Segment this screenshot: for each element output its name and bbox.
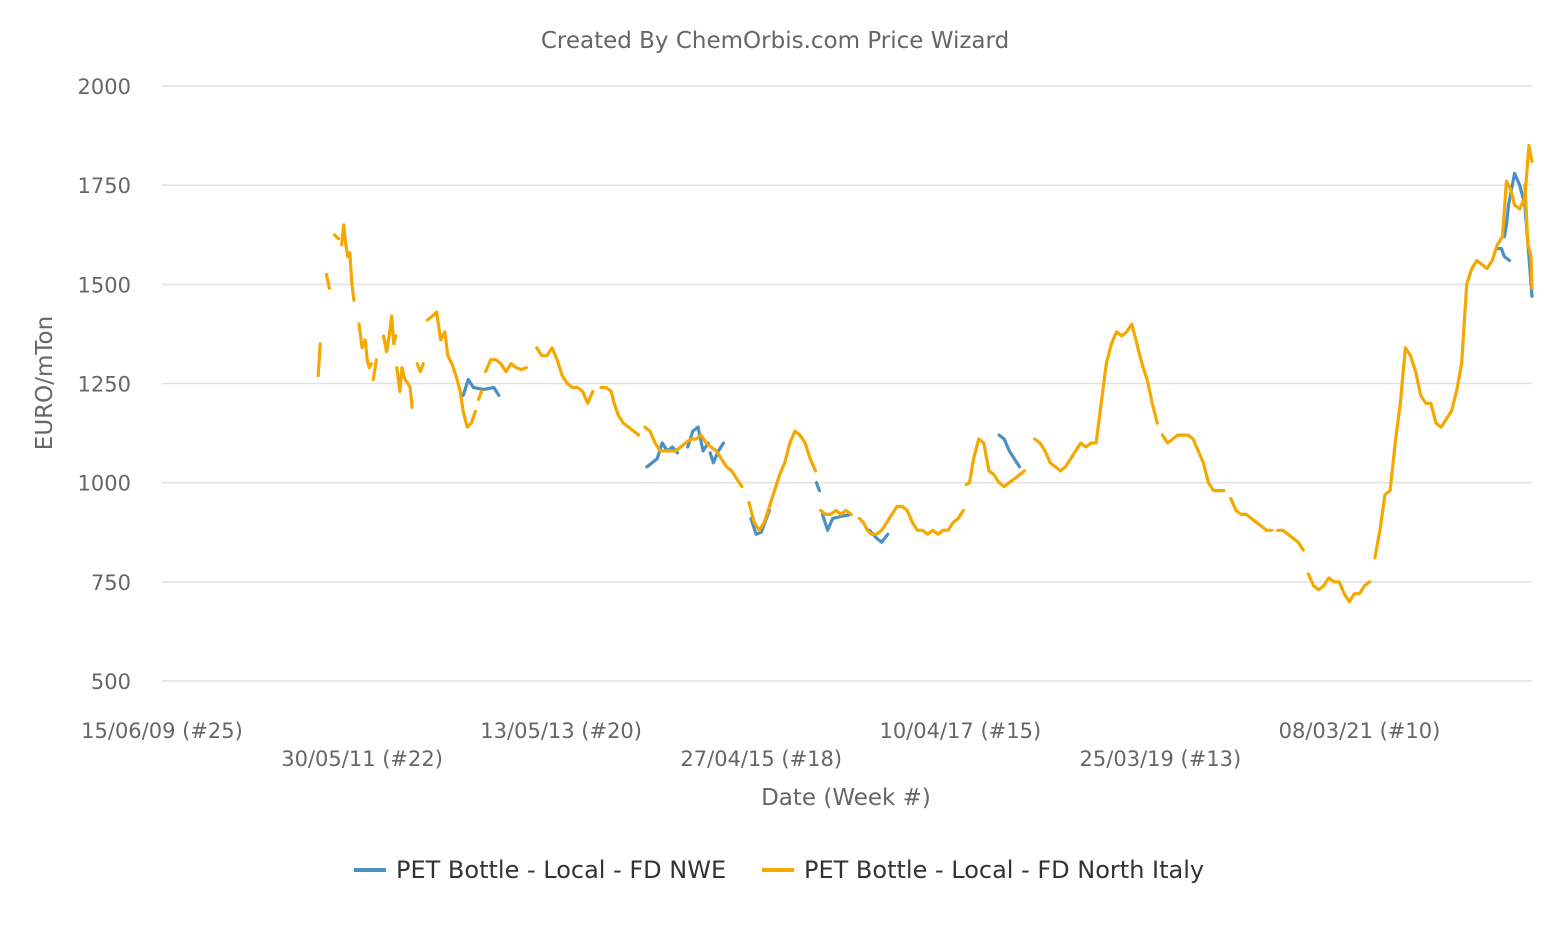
series-line-segment: [820, 512, 853, 532]
series-line-segment: [645, 441, 680, 469]
x-tick-label: 30/05/11 (#22): [281, 747, 443, 771]
series-line-segment: [484, 358, 528, 374]
series-line-segment: [1373, 143, 1534, 560]
x-tick-label: 10/04/17 (#15): [879, 719, 1041, 743]
x-tick-label: 08/03/21 (#10): [1279, 719, 1441, 743]
legend-item[interactable]: PET Bottle - Local - FD NWE: [354, 856, 726, 884]
y-tick-label: 500: [91, 670, 131, 694]
series-line-segment: [1495, 247, 1512, 263]
series-line-segment: [1229, 496, 1274, 532]
gridlines: [162, 85, 1532, 682]
series-line-segment: [357, 322, 373, 370]
series-line-segment: [1523, 183, 1534, 290]
series-line-segment: [643, 425, 744, 489]
legend-label: PET Bottle - Local - FD NWE: [396, 856, 726, 884]
series-line-segment: [1160, 433, 1226, 493]
series-line-segment: [599, 385, 641, 437]
series-line-segment: [425, 310, 477, 429]
series-line-segment: [535, 346, 595, 405]
series-line-segment: [461, 377, 501, 397]
x-tick-label: 27/04/15 (#18): [680, 747, 842, 771]
x-tick-label: 13/05/13 (#20): [480, 719, 642, 743]
x-axis-label: Date (Week #): [761, 785, 931, 811]
legend-item[interactable]: PET Bottle - Local - FD North Italy: [762, 856, 1204, 884]
y-tick-label: 750: [91, 571, 131, 595]
series-line-segment: [1033, 322, 1159, 473]
y-tick-label: 1500: [78, 273, 131, 297]
series-line-segment: [964, 437, 1027, 489]
series-line-segment: [708, 441, 726, 465]
series-line-segment: [818, 508, 853, 516]
series-line-segment: [686, 425, 710, 453]
series-line-segment: [476, 389, 484, 401]
series-line-segment: [1306, 572, 1372, 604]
series-0: [461, 171, 1534, 544]
y-axis-ticks: 500 750 1000 1250 1500 1750 2000: [78, 75, 131, 694]
series-line-segment: [857, 504, 965, 536]
x-tick-label: 15/06/09 (#25): [81, 719, 243, 743]
legend[interactable]: PET Bottle - Local - FD NWE PET Bottle - …: [354, 856, 1204, 884]
series-line-segment: [316, 342, 322, 378]
y-tick-label: 2000: [78, 75, 131, 99]
x-axis-ticks: 15/06/09 (#25) 30/05/11 (#22) 13/05/13 (#2…: [81, 719, 1440, 771]
series-line-segment: [997, 433, 1022, 469]
series-line-segment: [381, 314, 398, 354]
series-line-segment: [1276, 528, 1305, 552]
y-tick-label: 1250: [78, 373, 131, 397]
series-lines: [316, 143, 1534, 604]
series-line-segment: [332, 233, 341, 241]
y-tick-label: 1000: [78, 472, 131, 496]
y-tick-label: 1750: [78, 174, 131, 198]
chart-title: Created By ChemOrbis.com Price Wizard: [541, 28, 1009, 54]
series-1: [316, 143, 1534, 604]
series-line-segment: [814, 481, 821, 493]
series-line-segment: [395, 366, 414, 409]
series-line-segment: [340, 223, 356, 302]
series-line-segment: [324, 272, 331, 290]
y-axis-label: EURO/mTon: [32, 316, 58, 450]
series-line-segment: [415, 362, 425, 374]
legend-label: PET Bottle - Local - FD North Italy: [804, 856, 1204, 884]
series-line-segment: [747, 429, 817, 532]
series-line-segment: [371, 358, 378, 382]
x-tick-label: 25/03/19 (#13): [1080, 747, 1242, 771]
